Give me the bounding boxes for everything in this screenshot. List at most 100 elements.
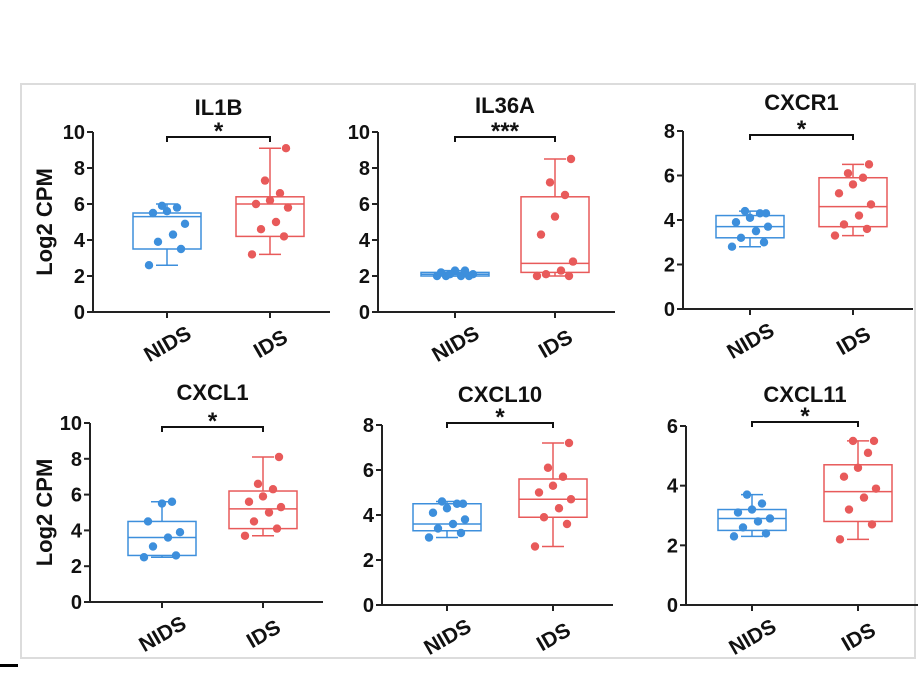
y-tick-label: 2 — [363, 550, 374, 572]
y-axis-label: Log2 CPM — [32, 168, 57, 276]
data-point — [747, 505, 757, 514]
data-point — [858, 173, 868, 182]
y-tick-label: 6 — [74, 194, 85, 216]
significance-bracket — [446, 422, 554, 428]
data-point — [424, 533, 434, 542]
data-point — [157, 499, 167, 508]
data-point — [172, 203, 182, 212]
significance-label: * — [800, 403, 810, 430]
data-point — [759, 238, 769, 247]
data-point — [265, 196, 275, 205]
data-point — [176, 244, 186, 254]
data-point — [755, 209, 765, 218]
x-tick-label: NIDS — [420, 615, 475, 660]
panel-title: IL1B — [195, 95, 243, 120]
data-point — [871, 484, 881, 493]
data-point — [264, 508, 274, 517]
data-point — [742, 490, 752, 499]
data-point — [272, 524, 282, 533]
significance-bracket — [454, 136, 556, 142]
box-iqr — [228, 490, 298, 530]
x-tick-label: IDS — [838, 619, 880, 656]
data-point — [848, 180, 858, 189]
box-iqr — [412, 503, 482, 532]
y-tick-label: 10 — [63, 122, 85, 144]
data-point — [541, 270, 551, 279]
data-point — [460, 515, 470, 524]
y-tick-label: 8 — [359, 158, 370, 180]
y-tick-label: 0 — [363, 595, 374, 617]
y-tick-label: 6 — [667, 416, 678, 438]
data-point — [445, 270, 455, 279]
data-point — [139, 553, 149, 562]
data-point — [751, 226, 761, 236]
data-point — [727, 242, 737, 251]
x-tick-label: IDS — [833, 323, 875, 360]
data-point — [545, 178, 555, 187]
data-point — [258, 492, 268, 501]
y-tick-label: 2 — [664, 255, 675, 277]
y-tick-label: 10 — [348, 122, 370, 144]
data-point — [543, 463, 553, 472]
data-point — [761, 209, 771, 218]
significance-label: * — [797, 116, 807, 143]
x-tick-label: IDS — [243, 616, 285, 653]
data-point — [564, 271, 574, 281]
data-point — [534, 488, 544, 497]
data-point — [862, 224, 872, 234]
y-tick-label: 4 — [359, 230, 371, 252]
y-tick-label: 4 — [664, 210, 676, 232]
data-point — [753, 517, 763, 526]
data-point — [452, 499, 462, 508]
data-point — [283, 203, 293, 212]
y-tick-label: 2 — [359, 266, 370, 288]
y-tick-label: 10 — [60, 413, 82, 435]
box-iqr — [127, 520, 197, 557]
data-point — [830, 231, 840, 240]
y-tick-label: 2 — [667, 535, 678, 557]
y-tick-label: 8 — [71, 449, 82, 471]
data-point — [167, 497, 177, 506]
data-point — [556, 266, 566, 275]
y-tick-label: 6 — [664, 166, 675, 188]
data-point — [148, 542, 158, 551]
box-iqr — [132, 212, 202, 250]
data-point — [274, 452, 284, 462]
data-point — [761, 529, 771, 538]
x-tick-label: IDS — [533, 619, 575, 656]
data-point — [251, 199, 261, 209]
y-tick-label: 0 — [667, 595, 678, 617]
data-point — [765, 514, 775, 523]
data-point — [437, 497, 447, 506]
y-tick-label: 6 — [359, 194, 370, 216]
data-point — [834, 189, 844, 198]
y-tick-label: 0 — [74, 302, 85, 324]
y-tick-label: 4 — [74, 230, 86, 252]
significance-label: * — [495, 404, 505, 431]
y-tick-label: 8 — [74, 158, 85, 180]
data-point — [458, 499, 468, 508]
data-point — [560, 190, 570, 200]
figure-frame — [20, 83, 916, 659]
data-point — [550, 212, 560, 221]
data-point — [153, 237, 163, 246]
x-tick-label: NIDS — [428, 322, 483, 367]
data-point — [733, 508, 743, 517]
page-corner-mark — [0, 664, 18, 667]
data-point — [763, 222, 773, 231]
data-point — [175, 527, 185, 537]
data-point — [568, 257, 578, 266]
data-point — [548, 481, 558, 490]
y-tick-label: 6 — [71, 485, 82, 507]
data-point — [163, 533, 173, 542]
data-point — [848, 436, 858, 446]
panel-title: CXCL10 — [458, 382, 542, 407]
significance-bracket — [751, 421, 859, 427]
data-point — [564, 438, 574, 448]
y-tick-label: 2 — [71, 556, 82, 578]
x-tick-label: NIDS — [723, 319, 778, 364]
data-point — [281, 144, 291, 153]
data-point — [143, 517, 153, 526]
data-point — [558, 472, 568, 481]
